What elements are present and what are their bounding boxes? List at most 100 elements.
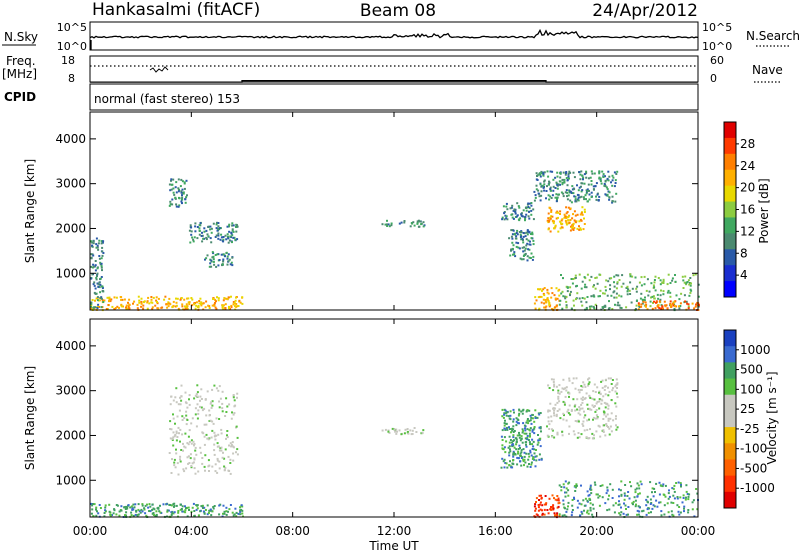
power-echo-point: [233, 236, 236, 239]
power-echo-point: [605, 186, 608, 189]
velocity-colorbar-segment: [724, 330, 736, 347]
power-echo-point: [613, 285, 616, 288]
power-echo-point: [616, 281, 619, 284]
velocity-echo-point: [655, 499, 658, 502]
power-echo-point: [216, 253, 219, 256]
velocity-echo-point: [582, 420, 585, 423]
velocity-echo-point: [193, 444, 195, 447]
power-echo-point: [674, 274, 676, 276]
power-echo-point: [588, 279, 591, 282]
velocity-echo-point: [199, 451, 202, 454]
power-echo-point: [561, 218, 564, 221]
velocity-echo-point: [519, 454, 522, 457]
power-echo-point: [142, 301, 145, 303]
power-echo-point: [613, 296, 616, 299]
velocity-echo-point: [586, 403, 589, 406]
velocity-echo-point: [211, 465, 214, 468]
power-echo-point: [226, 257, 229, 260]
power-echo-point: [574, 198, 577, 201]
velocity-echo-point: [676, 496, 679, 498]
power-echo-point: [636, 285, 639, 288]
power-echo-point: [583, 276, 586, 279]
velocity-echo-point: [552, 378, 555, 381]
power-echo-point: [585, 176, 588, 179]
power-echo-point: [607, 170, 610, 173]
velocity-echo-point: [211, 388, 214, 391]
velocity-echo-point: [615, 392, 618, 395]
velocity-echo-point: [589, 428, 591, 431]
power-echo-point: [125, 306, 127, 309]
power-echo-point: [548, 219, 551, 222]
power-echo-point: [530, 233, 532, 235]
velocity-echo-point: [548, 423, 551, 426]
power-echo-point: [169, 200, 172, 203]
velocity-echo-point: [577, 412, 580, 415]
velocity-echo-point: [522, 460, 525, 463]
velocity-echo-point: [558, 400, 561, 403]
velocity-echo-point: [545, 502, 548, 505]
velocity-echo-point: [562, 499, 565, 502]
power-echo-point: [109, 300, 112, 303]
power-echo-point: [194, 225, 197, 228]
power-echo-point: [593, 295, 596, 298]
power-echo-point: [212, 298, 214, 300]
power-echo-point: [613, 185, 616, 188]
velocity-echo-point: [606, 489, 609, 492]
velocity-echo-point: [192, 461, 195, 464]
velocity-echo-point: [193, 458, 196, 461]
velocity-echo-point: [527, 452, 530, 455]
velocity-echo-point: [191, 506, 194, 509]
velocity-echo-point: [604, 393, 607, 396]
velocity-echo-point: [533, 452, 536, 455]
power-echo-point: [220, 253, 223, 256]
power-echo-point: [90, 306, 93, 309]
velocity-echo-point: [571, 511, 574, 514]
velocity-echo-point: [683, 505, 686, 508]
power-echo-point: [140, 300, 143, 303]
power-echo-point: [98, 306, 100, 308]
power-echo-point: [411, 222, 414, 225]
power-echo-point: [236, 225, 239, 228]
power-echo-point: [96, 272, 99, 275]
velocity-echo-point: [598, 407, 601, 410]
velocity-echo-point: [604, 434, 607, 437]
velocity-echo-point: [221, 390, 224, 393]
power-echo-point: [540, 295, 543, 298]
power-echo-point: [550, 296, 553, 299]
power-echo-point: [569, 190, 572, 193]
velocity-echo-point: [199, 399, 201, 402]
velocity-echo-point: [530, 461, 533, 464]
velocity-echo-point: [504, 429, 507, 431]
power-echo-point: [610, 277, 613, 280]
power-echo-point: [543, 287, 546, 289]
velocity-echo-point: [529, 419, 532, 422]
velocity-echo-point: [531, 414, 534, 416]
power-echo-point: [561, 181, 564, 184]
power-echo-point: [228, 225, 230, 228]
velocity-echo-point: [602, 395, 605, 398]
power-echo-point: [529, 257, 532, 259]
power-echo-point: [552, 178, 555, 181]
velocity-echo-point: [99, 507, 102, 509]
power-echo-point: [182, 308, 184, 311]
power-echo-point: [548, 198, 551, 201]
velocity-echo-point: [200, 388, 203, 391]
velocity-echo-point: [187, 435, 190, 438]
velocity-echo-point: [225, 437, 227, 440]
power-echo-point: [203, 230, 206, 233]
power-echo-point: [231, 256, 234, 259]
velocity-echo-point: [381, 429, 384, 432]
power-echo-point: [588, 198, 591, 201]
power-echo-point: [178, 188, 180, 191]
velocity-echo-point: [177, 511, 180, 514]
velocity-echo-point: [575, 377, 578, 380]
velocity-echo-point: [180, 508, 183, 510]
velocity-echo-point: [568, 377, 571, 380]
velocity-echo-point: [200, 398, 203, 400]
velocity-echo-point: [222, 512, 224, 515]
power-echo-point: [232, 236, 235, 239]
power-echo-point: [643, 283, 646, 286]
velocity-echo-point: [239, 506, 241, 509]
velocity-echo-point: [184, 432, 187, 435]
power-echo-point: [569, 199, 572, 202]
